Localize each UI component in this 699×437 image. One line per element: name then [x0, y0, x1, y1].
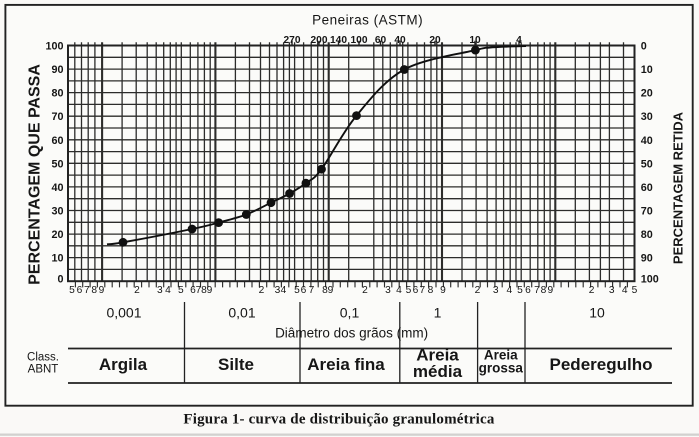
svg-text:5: 5: [406, 285, 412, 296]
svg-text:60: 60: [51, 135, 63, 147]
svg-text:80: 80: [641, 229, 653, 241]
svg-text:2: 2: [475, 285, 481, 296]
svg-text:100: 100: [45, 41, 63, 53]
svg-text:Areia: Areia: [484, 348, 518, 363]
svg-text:4: 4: [281, 285, 287, 296]
svg-text:Areia: Areia: [416, 346, 459, 365]
svg-text:média: média: [413, 362, 463, 381]
svg-text:20: 20: [429, 35, 441, 46]
svg-text:8: 8: [428, 285, 434, 296]
svg-text:10: 10: [641, 64, 653, 76]
svg-text:10: 10: [51, 253, 63, 265]
svg-text:Silte: Silte: [218, 355, 254, 374]
svg-text:200: 200: [311, 35, 328, 46]
svg-text:Peneiras (ASTM): Peneiras (ASTM): [312, 13, 423, 28]
svg-text:5: 5: [178, 285, 184, 296]
svg-text:20: 20: [641, 88, 653, 100]
svg-text:3: 3: [609, 285, 615, 296]
svg-text:8: 8: [201, 285, 207, 296]
svg-text:4: 4: [165, 285, 171, 296]
svg-text:2: 2: [259, 285, 265, 296]
svg-text:6: 6: [525, 285, 531, 296]
svg-text:Areia fina: Areia fina: [307, 355, 385, 374]
svg-text:9: 9: [207, 285, 213, 296]
svg-text:PERCENTAGEM RETIDA: PERCENTAGEM RETIDA: [671, 111, 686, 264]
svg-text:7: 7: [309, 285, 315, 296]
svg-text:3: 3: [275, 285, 281, 296]
svg-text:5: 5: [294, 285, 300, 296]
svg-text:0: 0: [641, 41, 647, 53]
svg-text:1: 1: [434, 305, 442, 321]
svg-text:9: 9: [328, 285, 334, 296]
svg-text:2: 2: [362, 285, 368, 296]
svg-text:0: 0: [57, 274, 63, 286]
svg-text:50: 50: [641, 158, 653, 170]
svg-text:30: 30: [641, 111, 653, 123]
svg-text:PERCENTAGEM QUE PASSA: PERCENTAGEM QUE PASSA: [27, 64, 44, 285]
svg-text:9: 9: [440, 285, 446, 296]
svg-text:Pederegulho: Pederegulho: [550, 355, 653, 374]
svg-text:3: 3: [385, 285, 391, 296]
svg-text:8: 8: [541, 285, 547, 296]
svg-text:270: 270: [284, 35, 301, 46]
svg-text:Argila: Argila: [99, 355, 148, 374]
svg-text:100: 100: [351, 35, 368, 46]
svg-text:grossa: grossa: [479, 361, 524, 376]
svg-text:4: 4: [516, 35, 522, 46]
svg-text:90: 90: [641, 253, 653, 265]
svg-text:140: 140: [330, 35, 347, 46]
svg-text:4: 4: [506, 285, 512, 296]
svg-text:40: 40: [394, 35, 406, 46]
svg-text:70: 70: [51, 111, 63, 123]
svg-text:90: 90: [51, 64, 63, 76]
svg-text:0,01: 0,01: [228, 305, 255, 321]
svg-text:20: 20: [51, 229, 63, 241]
svg-text:6: 6: [190, 285, 196, 296]
svg-text:4: 4: [622, 285, 628, 296]
svg-text:70: 70: [641, 206, 653, 218]
svg-text:5: 5: [69, 285, 75, 296]
svg-text:10: 10: [469, 35, 481, 46]
svg-text:8: 8: [322, 285, 328, 296]
svg-text:0,001: 0,001: [106, 305, 141, 321]
svg-text:4: 4: [396, 285, 402, 296]
svg-text:9: 9: [547, 285, 553, 296]
svg-text:80: 80: [51, 88, 63, 100]
svg-text:10: 10: [589, 305, 605, 321]
svg-text:6: 6: [413, 285, 419, 296]
svg-text:0,1: 0,1: [340, 305, 360, 321]
svg-text:9: 9: [99, 285, 105, 296]
svg-text:40: 40: [51, 182, 63, 194]
svg-text:60: 60: [641, 182, 653, 194]
svg-text:7: 7: [534, 285, 540, 296]
svg-text:100: 100: [641, 274, 659, 286]
svg-text:2: 2: [589, 285, 595, 296]
svg-text:7: 7: [419, 285, 425, 296]
svg-text:2: 2: [134, 285, 140, 296]
svg-text:Class.: Class.: [27, 352, 59, 364]
svg-text:30: 30: [51, 206, 63, 218]
svg-text:6: 6: [77, 285, 83, 296]
svg-text:3: 3: [157, 285, 163, 296]
svg-text:3: 3: [493, 285, 499, 296]
svg-text:50: 50: [51, 158, 63, 170]
svg-text:8: 8: [91, 285, 97, 296]
svg-text:40: 40: [641, 135, 653, 147]
svg-text:Diâmetro dos grãos (mm): Diâmetro dos grãos (mm): [275, 326, 428, 341]
svg-text:7: 7: [84, 285, 90, 296]
svg-text:5: 5: [517, 285, 523, 296]
svg-text:ABNT: ABNT: [28, 364, 59, 376]
svg-text:5: 5: [632, 285, 638, 296]
svg-text:7: 7: [196, 285, 202, 296]
svg-text:60: 60: [375, 35, 387, 46]
svg-text:Figura 1- curva de distribuiçã: Figura 1- curva de distribuição granulom…: [183, 412, 495, 428]
svg-text:6: 6: [301, 285, 307, 296]
